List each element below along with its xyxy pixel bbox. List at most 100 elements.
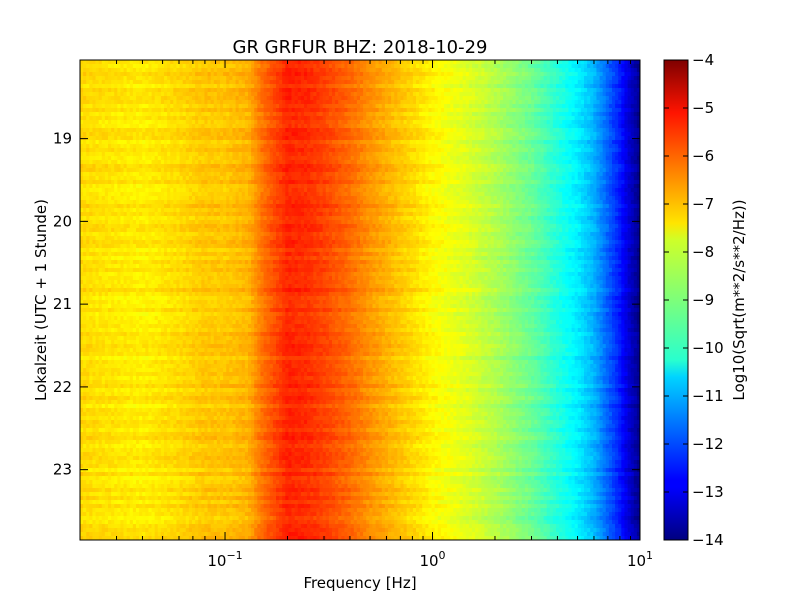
heatmap-cell [111, 244, 115, 249]
heatmap-cell [83, 500, 87, 505]
heatmap-cell [167, 384, 171, 389]
heatmap-cell [126, 460, 131, 465]
heatmap-cell [126, 296, 131, 301]
heatmap-cell [114, 140, 118, 145]
heatmap-cell [160, 136, 165, 141]
heatmap-cell [182, 500, 187, 505]
heatmap-cell [92, 64, 96, 69]
heatmap-cell [179, 208, 184, 213]
heatmap-cell [139, 420, 143, 425]
heatmap-cell [108, 252, 112, 257]
heatmap-cell [151, 472, 156, 477]
heatmap-cell [126, 336, 131, 341]
heatmap-cell [95, 460, 100, 465]
heatmap-cell [92, 272, 96, 277]
heatmap-cell [142, 72, 146, 77]
heatmap-cell [198, 164, 202, 169]
heatmap-cell [170, 316, 174, 321]
heatmap-cell [117, 144, 121, 149]
heatmap-cell [188, 484, 193, 489]
heatmap-cell [179, 296, 184, 301]
heatmap-cell [179, 144, 184, 149]
heatmap-cell [173, 392, 177, 397]
heatmap-cell [114, 304, 118, 309]
heatmap-cell [89, 68, 93, 73]
heatmap-cell [154, 428, 159, 433]
heatmap-cell [195, 476, 199, 481]
heatmap-cell [136, 324, 140, 329]
heatmap-cell [101, 476, 106, 481]
heatmap-cell [98, 448, 103, 453]
heatmap-cell [173, 152, 177, 157]
heatmap-cell [117, 396, 121, 401]
heatmap-cell [160, 300, 165, 305]
heatmap-cell [132, 136, 137, 141]
heatmap-cell [101, 128, 106, 133]
heatmap-cell [167, 416, 171, 421]
heatmap-cell [170, 116, 174, 121]
heatmap-cell [185, 64, 190, 69]
heatmap-cell [83, 224, 87, 229]
heatmap-cell [160, 440, 165, 445]
heatmap-cell [136, 536, 140, 541]
heatmap-cell [201, 240, 205, 245]
heatmap-cell [139, 316, 143, 321]
heatmap-cell [192, 84, 196, 89]
heatmap-cell [83, 308, 87, 313]
heatmap-cell [120, 152, 124, 157]
heatmap-cell [151, 308, 156, 313]
heatmap-cell [198, 104, 202, 109]
heatmap-cell [188, 208, 193, 213]
heatmap-cell [148, 64, 152, 69]
heatmap-cell [95, 248, 100, 253]
heatmap-cell [192, 340, 196, 345]
heatmap-cell [167, 80, 171, 85]
heatmap-cell [83, 432, 87, 437]
heatmap-cell [164, 356, 168, 361]
heatmap-cell [188, 132, 193, 137]
heatmap-cell [164, 528, 168, 533]
heatmap-cell [160, 456, 165, 461]
heatmap-cell [139, 252, 143, 257]
heatmap-cell [89, 436, 93, 441]
heatmap-cell [139, 152, 143, 157]
heatmap-cell [173, 524, 177, 529]
heatmap-cell [120, 324, 124, 329]
heatmap-cell [176, 496, 180, 501]
heatmap-cell [160, 264, 165, 269]
heatmap-cell [170, 308, 174, 313]
heatmap-cell [198, 516, 202, 521]
heatmap-cell [108, 416, 112, 421]
heatmap-cell [117, 516, 121, 521]
heatmap-cell [92, 96, 96, 101]
heatmap-cell [101, 244, 106, 249]
heatmap-cell [132, 76, 137, 81]
heatmap-cell [173, 344, 177, 349]
heatmap-cell [179, 184, 184, 189]
heatmap-cell [120, 420, 124, 425]
heatmap-cell [179, 196, 184, 201]
heatmap-cell [176, 308, 180, 313]
heatmap-cell [179, 92, 184, 97]
heatmap-cell [164, 152, 168, 157]
heatmap-cell [176, 128, 180, 133]
heatmap-cell [89, 180, 93, 185]
heatmap-cell [198, 484, 202, 489]
heatmap-cell [160, 324, 165, 329]
heatmap-cell [167, 448, 171, 453]
heatmap-cell [198, 156, 202, 161]
heatmap-cell [195, 320, 199, 325]
heatmap-cell [139, 436, 143, 441]
heatmap-cell [89, 392, 93, 397]
heatmap-cell [164, 124, 168, 129]
heatmap-cell [192, 368, 196, 373]
heatmap-cell [126, 388, 131, 393]
heatmap-cell [111, 180, 115, 185]
heatmap-cell [117, 68, 121, 73]
heatmap-cell [148, 344, 152, 349]
heatmap-cell [108, 332, 112, 337]
heatmap-cell [173, 180, 177, 185]
heatmap-cell [123, 332, 128, 337]
heatmap-cell [201, 380, 205, 385]
heatmap-cell [195, 464, 199, 469]
